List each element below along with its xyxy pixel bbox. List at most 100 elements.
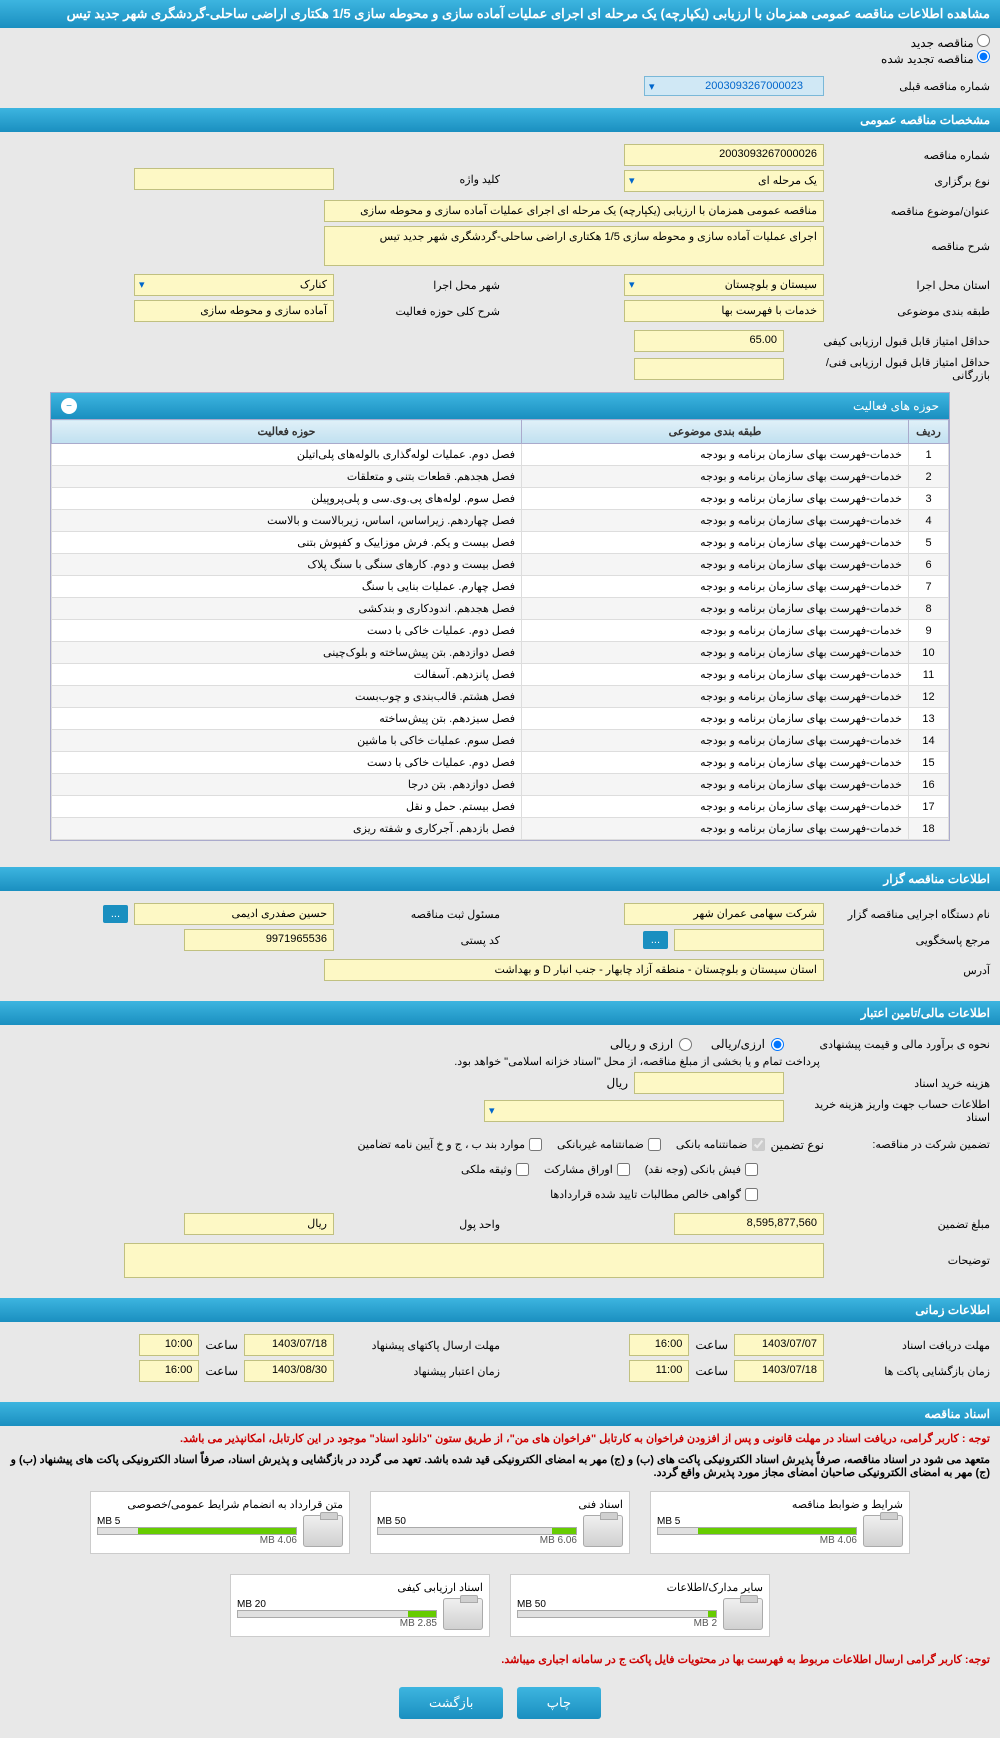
back-button[interactable]: بازگشت bbox=[399, 1687, 503, 1719]
responsible-more-button[interactable]: ... bbox=[103, 905, 128, 923]
responder-more-button[interactable]: ... bbox=[643, 931, 668, 949]
folder-icon[interactable] bbox=[723, 1598, 763, 1630]
warning-3: توجه: کاربر گرامی ارسال اطلاعات مربوط به… bbox=[0, 1647, 1000, 1672]
subject-label: عنوان/موضوع مناقصه bbox=[830, 205, 990, 218]
account-select[interactable] bbox=[484, 1100, 784, 1122]
province-label: استان محل اجرا bbox=[830, 279, 990, 292]
time-label-4: ساعت bbox=[205, 1364, 238, 1378]
currency-foreign-label: ارزی و ریالی bbox=[610, 1037, 673, 1051]
province-select[interactable]: سیستان و بلوچستان bbox=[624, 274, 824, 296]
chk-cash[interactable] bbox=[745, 1163, 758, 1176]
table-row: 9خدمات-فهرست بهای سازمان برنامه و بودجهف… bbox=[52, 620, 949, 642]
table-row: 14خدمات-فهرست بهای سازمان برنامه و بودجه… bbox=[52, 730, 949, 752]
chk-claims[interactable] bbox=[745, 1188, 758, 1201]
currency-unit-field: ریال bbox=[184, 1213, 334, 1235]
doc-progress bbox=[237, 1610, 437, 1618]
doc-title: اسناد ارزیابی کیفی bbox=[237, 1581, 483, 1594]
radio-rial[interactable] bbox=[771, 1038, 784, 1051]
address-label: آدرس bbox=[830, 964, 990, 977]
prev-tender-select[interactable]: 2003093267000023 bbox=[644, 76, 824, 96]
table-row: 7خدمات-فهرست بهای سازمان برنامه و بودجهف… bbox=[52, 576, 949, 598]
validity-label: زمان اعتبار پیشنهاد bbox=[340, 1365, 500, 1378]
guarantee-label: تضمین شرکت در مناقصه: bbox=[830, 1138, 990, 1151]
notes-field[interactable] bbox=[124, 1243, 824, 1278]
min-tech-field bbox=[634, 358, 784, 380]
radio-new-tender[interactable] bbox=[977, 34, 990, 47]
docs-area: شرایط و ضوابط مناقصه 5 MB 4.06 MB اسناد … bbox=[0, 1481, 1000, 1647]
tender-type-radios: مناقصه جدید مناقصه تجدید شده bbox=[0, 28, 1000, 72]
table-row: 16خدمات-فهرست بهای سازمان برنامه و بودجه… bbox=[52, 774, 949, 796]
holding-type-select[interactable]: یک مرحله ای bbox=[624, 170, 824, 192]
table-row: 11خدمات-فهرست بهای سازمان برنامه و بودجه… bbox=[52, 664, 949, 686]
responsible-field: حسین صفدری ادیمی bbox=[134, 903, 334, 925]
folder-icon[interactable] bbox=[443, 1598, 483, 1630]
table-row: 17خدمات-فهرست بهای سازمان برنامه و بودجه… bbox=[52, 796, 949, 818]
opening-time: 11:00 bbox=[629, 1360, 689, 1382]
g-claims-label: گواهی خالص مطالبات تایید شده قراردادها bbox=[550, 1188, 741, 1201]
g-nonbank-label: ضمانتنامه غیربانکی bbox=[557, 1138, 644, 1151]
table-row: 2خدمات-فهرست بهای سازمان برنامه و بودجهف… bbox=[52, 466, 949, 488]
radio-new-label: مناقصه جدید bbox=[911, 36, 974, 50]
doc-used-size: 6.06 MB bbox=[377, 1535, 577, 1546]
doc-progress bbox=[657, 1527, 857, 1535]
city-label: شهر محل اجرا bbox=[340, 279, 500, 292]
g-bank-label: ضمانتنامه بانکی bbox=[676, 1138, 748, 1151]
radio-foreign[interactable] bbox=[679, 1038, 692, 1051]
doc-box: متن قرارداد به انضمام شرایط عمومی/خصوصی … bbox=[90, 1491, 350, 1554]
validity-time: 16:00 bbox=[139, 1360, 199, 1382]
radio-renew-tender[interactable] bbox=[977, 50, 990, 63]
radio-renew-label: مناقصه تجدید شده bbox=[881, 52, 974, 66]
folder-icon[interactable] bbox=[863, 1515, 903, 1547]
doc-progress bbox=[97, 1527, 297, 1535]
chk-nonbank[interactable] bbox=[648, 1138, 661, 1151]
table-row: 10خدمات-فهرست بهای سازمان برنامه و بودجه… bbox=[52, 642, 949, 664]
g-bonds-label: موارد بند ب ، ج و خ آیین نامه تضامین bbox=[358, 1138, 525, 1151]
holding-type-label: نوع برگزاری bbox=[830, 175, 990, 188]
guarantee-amount-label: مبلغ تضمین bbox=[830, 1218, 990, 1231]
th-category: طبقه بندی موضوعی bbox=[522, 420, 909, 444]
doc-fee-label: هزینه خرید اسناد bbox=[790, 1077, 990, 1090]
table-row: 13خدمات-فهرست بهای سازمان برنامه و بودجه… bbox=[52, 708, 949, 730]
doc-total-size: 5 MB bbox=[97, 1516, 297, 1527]
activity-desc-label: شرح کلی حوزه فعالیت bbox=[340, 305, 500, 318]
doc-title: اسناد فنی bbox=[377, 1498, 623, 1511]
folder-icon[interactable] bbox=[583, 1515, 623, 1547]
responder-field bbox=[674, 929, 824, 951]
proposal-deadline-date: 1403/07/18 bbox=[244, 1334, 334, 1356]
chk-shares[interactable] bbox=[617, 1163, 630, 1176]
g-property-label: وثیقه ملکی bbox=[461, 1163, 512, 1176]
table-row: 18خدمات-فهرست بهای سازمان برنامه و بودجه… bbox=[52, 818, 949, 840]
chk-bonds[interactable] bbox=[529, 1138, 542, 1151]
description-field: اجرای عملیات آماده سازی و محوطه سازی 1/5… bbox=[324, 226, 824, 266]
doc-used-size: 4.06 MB bbox=[97, 1535, 297, 1546]
doc-receive-date: 1403/07/07 bbox=[734, 1334, 824, 1356]
table-row: 4خدمات-فهرست بهای سازمان برنامه و بودجهف… bbox=[52, 510, 949, 532]
folder-icon[interactable] bbox=[303, 1515, 343, 1547]
prev-tender-label: شماره مناقصه قبلی bbox=[830, 80, 990, 93]
doc-title: متن قرارداد به انضمام شرایط عمومی/خصوصی bbox=[97, 1498, 343, 1511]
doc-box: سایر مدارک/اطلاعات 50 MB 2 MB bbox=[510, 1574, 770, 1637]
address-field: استان سیستان و بلوچستان - منطقه آزاد چاب… bbox=[324, 959, 824, 981]
issuer-name-field: شرکت سهامی عمران شهر bbox=[624, 903, 824, 925]
table-row: 1خدمات-فهرست بهای سازمان برنامه و بودجهف… bbox=[52, 444, 949, 466]
keyword-field[interactable] bbox=[134, 168, 334, 190]
doc-receive-time: 16:00 bbox=[629, 1334, 689, 1356]
table-row: 5خدمات-فهرست بهای سازمان برنامه و بودجهف… bbox=[52, 532, 949, 554]
doc-fee-field[interactable] bbox=[634, 1072, 784, 1094]
unit-rial: ریال bbox=[606, 1076, 628, 1090]
city-select[interactable]: کنارک bbox=[134, 274, 334, 296]
th-row: ردیف bbox=[909, 420, 949, 444]
collapse-icon[interactable]: − bbox=[61, 398, 77, 414]
guarantee-amount-field: 8,595,877,560 bbox=[674, 1213, 824, 1235]
responsible-label: مسئول ثبت مناقصه bbox=[340, 908, 500, 921]
responder-label: مرجع پاسخگویی bbox=[830, 934, 990, 947]
doc-used-size: 4.06 MB bbox=[657, 1535, 857, 1546]
estimate-label: نحوه ی برآورد مالی و قیمت پیشنهادی bbox=[790, 1038, 990, 1051]
activity-desc-field: آماده سازی و محوطه سازی bbox=[134, 300, 334, 322]
print-button[interactable]: چاپ bbox=[517, 1687, 601, 1719]
chk-property[interactable] bbox=[516, 1163, 529, 1176]
doc-title: سایر مدارک/اطلاعات bbox=[517, 1581, 763, 1594]
g-shares-label: اوراق مشارکت bbox=[544, 1163, 613, 1176]
issuer-name-label: نام دستگاه اجرایی مناقصه گزار bbox=[830, 908, 990, 921]
postal-label: کد پستی bbox=[340, 934, 500, 947]
